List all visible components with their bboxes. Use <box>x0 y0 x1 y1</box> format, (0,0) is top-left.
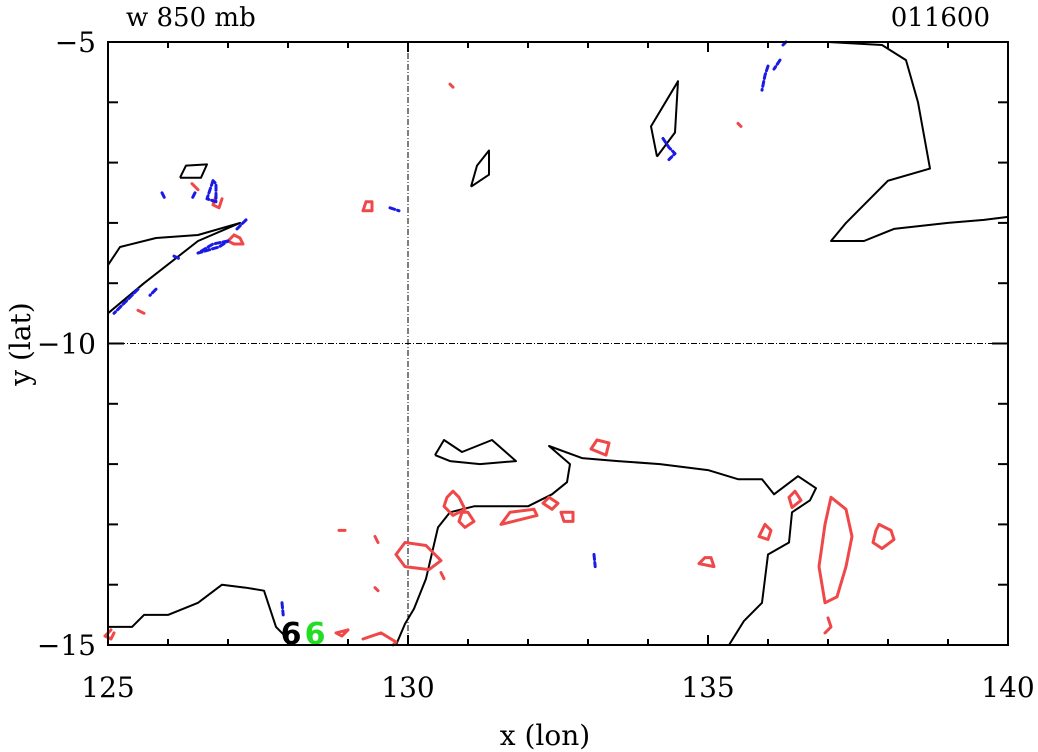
positive-contour <box>394 541 443 572</box>
negative-contour-layer <box>112 40 788 617</box>
positive-contour <box>226 233 245 246</box>
positive-contour <box>373 586 380 593</box>
x-tick-label: 130 <box>381 671 434 704</box>
positive-contour-layer <box>103 82 896 647</box>
positive-contour <box>697 556 716 569</box>
positive-contour <box>736 121 743 128</box>
positive-contour <box>757 522 773 541</box>
positive-contour <box>457 510 476 529</box>
positive-contour <box>589 438 611 457</box>
y-axis-label: y (lat) <box>4 302 37 386</box>
positive-contour <box>442 489 467 517</box>
negative-contour <box>190 191 197 201</box>
marker-label: 6 <box>305 617 326 652</box>
x-axis-label: x (lon) <box>500 719 590 752</box>
axis-ticks <box>107 41 1009 646</box>
negative-contour <box>148 287 158 297</box>
coastline <box>179 163 208 179</box>
positive-contour <box>334 628 350 638</box>
positive-contour <box>361 631 398 647</box>
x-tick-labels: 125 130 135 140 <box>81 671 1034 704</box>
positive-contour <box>541 495 560 511</box>
negative-contour <box>112 287 140 315</box>
positive-contour <box>136 308 146 315</box>
negative-contour <box>235 218 248 231</box>
positive-contour <box>787 489 803 509</box>
positive-contour <box>103 628 116 641</box>
positive-contour <box>190 182 200 192</box>
coastline <box>756 41 1009 242</box>
y-tick-label: −15 <box>37 629 96 662</box>
positive-contour <box>448 82 455 89</box>
positive-contour <box>373 535 380 544</box>
positive-contour <box>499 507 539 526</box>
negative-contour <box>772 58 782 71</box>
coastline <box>470 149 490 188</box>
x-tick-label: 140 <box>981 671 1034 704</box>
positive-contour <box>823 616 833 635</box>
negative-contour <box>661 137 677 162</box>
coastline <box>650 80 679 158</box>
marker-label: 6 <box>281 617 302 652</box>
positive-contour <box>871 522 896 550</box>
negative-contour <box>760 64 770 92</box>
positive-contour <box>361 200 374 213</box>
y-tick-label: −10 <box>37 328 96 361</box>
chart-title-right: 011600 <box>891 3 990 33</box>
negative-contour <box>592 553 597 569</box>
negative-contour <box>196 239 230 255</box>
x-tick-label: 125 <box>81 671 134 704</box>
negative-contour <box>172 254 182 261</box>
negative-contour <box>388 206 401 213</box>
negative-contour <box>205 179 218 204</box>
coastline <box>434 439 517 466</box>
grid-lines <box>108 42 1008 645</box>
negative-contour <box>280 601 285 617</box>
coastline <box>108 583 289 640</box>
coastline <box>395 445 817 646</box>
y-tick-label: −5 <box>55 26 96 59</box>
y-tick-labels: −15 −10 −5 <box>37 26 96 662</box>
coastline <box>107 221 241 315</box>
x-tick-label: 135 <box>681 671 734 704</box>
chart-title-left: w 850 mb <box>126 3 256 33</box>
positive-contour <box>439 571 446 581</box>
negative-contour <box>160 191 167 201</box>
positive-contour <box>559 510 575 523</box>
positive-contour <box>817 495 854 605</box>
